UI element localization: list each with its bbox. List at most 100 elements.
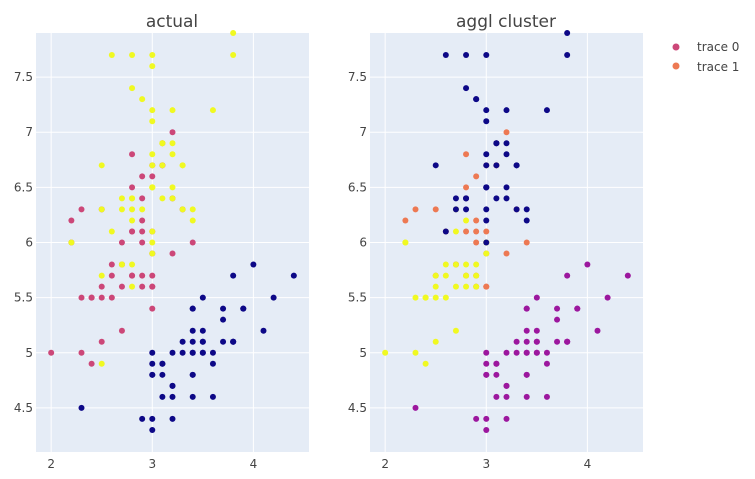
data-point-yellow[interactable] — [483, 250, 490, 257]
data-point-navy[interactable] — [483, 107, 490, 114]
data-point-navy[interactable] — [473, 96, 480, 103]
data-point-magenta[interactable] — [129, 184, 136, 191]
data-point-purple[interactable] — [523, 305, 530, 312]
data-point-yellow[interactable] — [473, 283, 480, 290]
data-point-navy[interactable] — [189, 393, 196, 400]
data-point-navy[interactable] — [240, 305, 247, 312]
data-point-navy[interactable] — [189, 349, 196, 356]
data-point-purple[interactable] — [554, 338, 561, 345]
data-point-magenta[interactable] — [98, 283, 105, 290]
data-point-purple[interactable] — [523, 327, 530, 334]
data-point-navy[interactable] — [199, 294, 206, 301]
data-point-magenta[interactable] — [88, 360, 95, 367]
data-point-navy[interactable] — [483, 118, 490, 125]
data-point-yellow[interactable] — [179, 206, 186, 213]
data-point-yellow[interactable] — [118, 206, 125, 213]
data-point-navy[interactable] — [250, 261, 257, 268]
data-point-magenta[interactable] — [88, 294, 95, 301]
data-point-orange[interactable] — [432, 206, 439, 213]
data-point-yellow[interactable] — [463, 272, 470, 279]
data-point-yellow[interactable] — [129, 195, 136, 202]
data-point-magenta[interactable] — [139, 217, 146, 224]
data-point-navy[interactable] — [483, 162, 490, 169]
data-point-yellow[interactable] — [149, 118, 156, 125]
data-point-navy[interactable] — [159, 360, 166, 367]
data-point-yellow[interactable] — [169, 140, 176, 147]
data-point-navy[interactable] — [179, 338, 186, 345]
data-point-purple[interactable] — [523, 349, 530, 356]
data-point-yellow[interactable] — [463, 261, 470, 268]
data-point-magenta[interactable] — [108, 294, 115, 301]
data-point-yellow[interactable] — [108, 52, 115, 59]
data-point-yellow[interactable] — [189, 217, 196, 224]
data-point-magenta[interactable] — [118, 239, 125, 246]
data-point-yellow[interactable] — [98, 206, 105, 213]
data-point-navy[interactable] — [483, 217, 490, 224]
data-point-navy[interactable] — [149, 360, 156, 367]
data-point-navy[interactable] — [149, 415, 156, 422]
data-point-yellow[interactable] — [452, 228, 459, 235]
data-point-magenta[interactable] — [78, 206, 85, 213]
data-point-yellow[interactable] — [452, 327, 459, 334]
data-point-yellow[interactable] — [129, 261, 136, 268]
data-point-navy[interactable] — [209, 349, 216, 356]
data-point-navy[interactable] — [503, 107, 510, 114]
data-point-navy[interactable] — [503, 195, 510, 202]
data-point-navy[interactable] — [159, 393, 166, 400]
data-point-navy[interactable] — [169, 382, 176, 389]
data-point-navy[interactable] — [220, 338, 227, 345]
data-point-navy[interactable] — [442, 228, 449, 235]
data-point-navy[interactable] — [169, 393, 176, 400]
data-point-magenta[interactable] — [139, 239, 146, 246]
data-point-purple[interactable] — [533, 349, 540, 356]
data-point-purple[interactable] — [554, 305, 561, 312]
data-point-navy[interactable] — [493, 162, 500, 169]
data-point-orange[interactable] — [402, 217, 409, 224]
data-point-yellow[interactable] — [129, 283, 136, 290]
data-point-yellow[interactable] — [412, 294, 419, 301]
data-point-purple[interactable] — [564, 338, 571, 345]
data-point-magenta[interactable] — [169, 250, 176, 257]
data-point-orange[interactable] — [503, 250, 510, 257]
data-point-yellow[interactable] — [463, 217, 470, 224]
data-point-yellow[interactable] — [209, 107, 216, 114]
data-point-orange[interactable] — [473, 239, 480, 246]
data-point-navy[interactable] — [139, 415, 146, 422]
data-point-yellow[interactable] — [108, 228, 115, 235]
data-point-navy[interactable] — [503, 184, 510, 191]
data-point-navy[interactable] — [199, 349, 206, 356]
data-point-navy[interactable] — [564, 52, 571, 59]
data-point-navy[interactable] — [230, 338, 237, 345]
data-point-navy[interactable] — [179, 349, 186, 356]
data-point-magenta[interactable] — [68, 217, 75, 224]
data-point-yellow[interactable] — [230, 52, 237, 59]
data-point-purple[interactable] — [574, 305, 581, 312]
data-point-orange[interactable] — [473, 217, 480, 224]
data-point-yellow[interactable] — [432, 338, 439, 345]
data-point-purple[interactable] — [533, 327, 540, 334]
data-point-yellow[interactable] — [169, 184, 176, 191]
data-point-navy[interactable] — [513, 206, 520, 213]
data-point-yellow[interactable] — [432, 272, 439, 279]
data-point-purple[interactable] — [543, 360, 550, 367]
data-point-purple[interactable] — [624, 272, 631, 279]
data-point-navy[interactable] — [543, 107, 550, 114]
data-point-purple[interactable] — [523, 371, 530, 378]
data-point-navy[interactable] — [523, 217, 530, 224]
data-point-navy[interactable] — [483, 239, 490, 246]
data-point-yellow[interactable] — [402, 239, 409, 246]
data-point-purple[interactable] — [523, 393, 530, 400]
data-point-purple[interactable] — [543, 393, 550, 400]
data-point-navy[interactable] — [159, 371, 166, 378]
data-point-yellow[interactable] — [432, 283, 439, 290]
data-point-yellow[interactable] — [169, 195, 176, 202]
data-point-magenta[interactable] — [139, 272, 146, 279]
data-point-yellow[interactable] — [149, 228, 156, 235]
data-point-yellow[interactable] — [149, 250, 156, 257]
data-point-magenta[interactable] — [129, 151, 136, 158]
data-point-magenta[interactable] — [78, 294, 85, 301]
data-point-purple[interactable] — [493, 393, 500, 400]
data-point-navy[interactable] — [149, 371, 156, 378]
data-point-yellow[interactable] — [159, 140, 166, 147]
data-point-navy[interactable] — [564, 30, 571, 36]
